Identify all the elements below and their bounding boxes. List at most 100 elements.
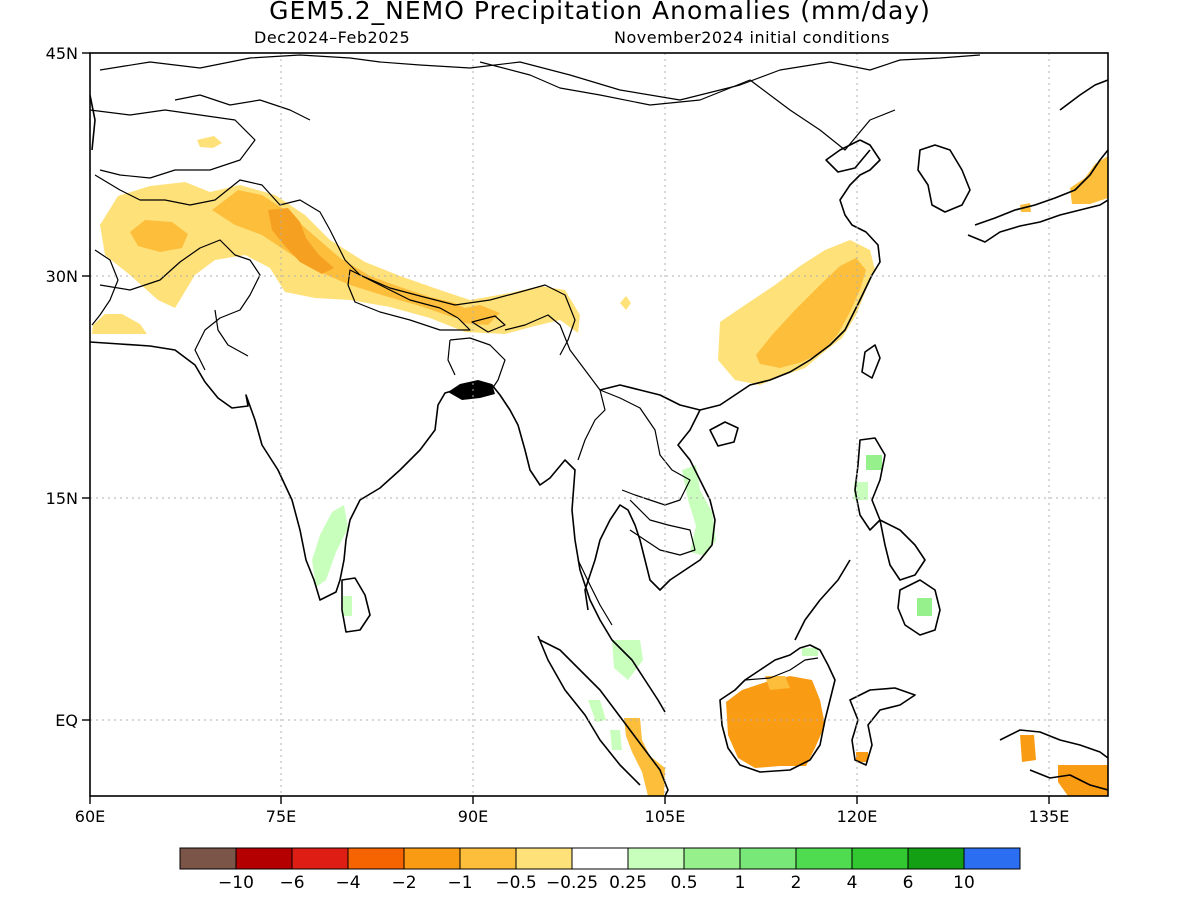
lon-label: 105E (645, 807, 686, 826)
anomaly-vietnam (682, 465, 716, 556)
border-india-interior (214, 309, 249, 357)
coastline-visayas (879, 519, 926, 581)
axis-ticks (82, 52, 1050, 804)
coastline-sulawesi (849, 687, 916, 766)
border-nepal (347, 269, 471, 331)
anomaly-mindanao (917, 598, 932, 616)
anomaly-borneo-north-wet (802, 648, 818, 656)
coastline-bohai (825, 139, 871, 173)
colorbar-swatch (291, 847, 349, 870)
border-laos-thai (599, 389, 691, 506)
anomaly-new-guinea (1058, 765, 1108, 796)
border-kazakhstan (99, 54, 981, 101)
colorbar-swatch (403, 847, 461, 870)
coastlines (90, 79, 1108, 796)
anomaly-west-india (92, 314, 147, 334)
colorbar-swatch (459, 847, 517, 870)
coastline-sumatra-west (537, 635, 641, 786)
border-pakistan (99, 239, 261, 371)
lon-label: 135E (1029, 807, 1070, 826)
colorbar-swatch (571, 847, 629, 870)
coastline-india (90, 341, 666, 713)
lat-label: 30N (46, 267, 78, 286)
colorbar-swatch (627, 847, 685, 870)
coastline-vietnam (584, 409, 716, 611)
colorbar-swatch (179, 847, 237, 870)
border-iran (91, 249, 119, 326)
lat-label: 45N (46, 44, 78, 63)
colorbar-tick-label: 10 (953, 873, 975, 893)
coastline-sri-lanka (341, 577, 371, 633)
coastline-japan-honshu (974, 149, 1108, 226)
colorbar-swatch (795, 847, 853, 870)
map-title: GEM5.2_NEMO Precipitation Anomalies (mm/… (269, 0, 931, 25)
colorbar-swatch (907, 847, 965, 870)
anomaly-tibet-dot (620, 296, 631, 310)
coastline-borneo (719, 644, 836, 773)
anomaly-luzon (866, 455, 882, 470)
lon-labels: 60E 75E 90E 105E 120E 135E (75, 807, 1070, 826)
colorbar-swatch (739, 847, 797, 870)
colorbar (179, 847, 1021, 870)
coastline-new-guinea-south (1029, 769, 1108, 791)
coastline-palawan (794, 559, 851, 641)
coastline-japan-south (967, 199, 1108, 243)
lat-lon-grid (90, 53, 1108, 796)
anomaly-south-india (312, 505, 348, 587)
colorbar-tick-label: −4 (335, 873, 360, 893)
colorbar-swatch (347, 847, 405, 870)
anomaly-fills (92, 136, 1108, 796)
colorbar-tick-label: −2 (391, 873, 416, 893)
lat-label: EQ (55, 711, 78, 730)
anomaly-kashmir-core (268, 208, 334, 274)
anomaly-japan (1070, 156, 1108, 204)
colorbar-swatch (683, 847, 741, 870)
colorbar-tick-label: 6 (903, 873, 914, 893)
anomaly-ganges-delta (448, 380, 495, 400)
coastline-taiwan (861, 344, 881, 379)
coastline-new-guinea (999, 729, 1108, 759)
anomaly-borneo-north (765, 676, 790, 690)
anomaly-sumatra (624, 718, 665, 796)
anomaly-sri-lanka (343, 596, 352, 616)
colorbar-tick-label: 2 (791, 873, 802, 893)
colorbar-swatch (963, 847, 1021, 870)
border-bangladesh (447, 337, 506, 393)
coastline-hainan (709, 421, 739, 447)
border-tajik (174, 94, 311, 121)
border-borneo-malaysia (744, 657, 819, 681)
anomaly-new-guinea-west (1020, 735, 1036, 762)
anomaly-sulawesi-south (856, 752, 868, 762)
border-bhutan (471, 315, 506, 333)
borders (90, 54, 981, 681)
coastline-sumatra (539, 639, 669, 796)
coastline-mindanao (897, 579, 941, 636)
colorbar-tick-label: 1 (735, 873, 746, 893)
colorbar-swatch (235, 847, 293, 870)
initial-conditions: November2024 initial conditions (614, 28, 890, 47)
anomaly-pakistan-hills (197, 136, 222, 148)
forecast-period: Dec2024–Feb2025 (254, 28, 411, 47)
colorbar-tick-label: 4 (847, 873, 858, 893)
colorbar-tick-label: −10 (218, 873, 254, 893)
coastline-korea (917, 144, 971, 213)
border-cambodia (629, 499, 696, 556)
border-central-asia (90, 109, 256, 179)
anomaly-nepal-core (455, 305, 500, 325)
colorbar-swatch (515, 847, 573, 870)
anomaly-sumatra-west2 (610, 730, 622, 750)
border-myanmar (504, 314, 606, 461)
colorbar-swatch (851, 847, 909, 870)
anomaly-afghan-core (130, 220, 188, 252)
border-thai-malaya (577, 559, 613, 626)
coastline-indochina (599, 139, 881, 411)
lon-label: 90E (458, 807, 488, 826)
map-frame (89, 52, 1109, 797)
lat-label: 15N (46, 489, 78, 508)
border-china-mongolia (479, 61, 896, 151)
anomaly-se-china-inner (756, 258, 866, 368)
anomaly-malaya (612, 640, 643, 680)
colorbar-tick-label: 0.25 (609, 873, 647, 893)
coastline-japan-north (1059, 79, 1108, 111)
